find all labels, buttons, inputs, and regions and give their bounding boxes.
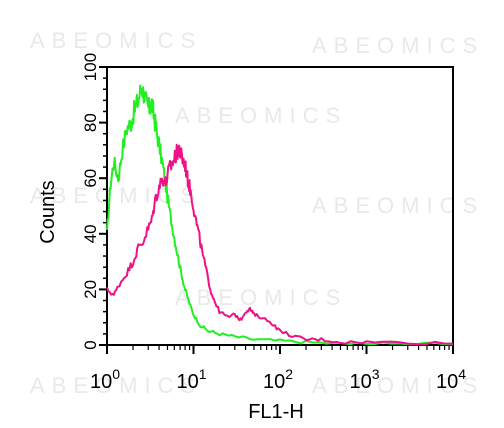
watermark: ABEOMICS <box>312 33 484 58</box>
x-tick-label: 100 <box>90 366 120 393</box>
y-tick-label: 100 <box>81 53 100 81</box>
watermark: ABEOMICS <box>175 103 347 128</box>
series-layer <box>106 84 454 346</box>
x-tick-label: 103 <box>349 366 379 393</box>
x-axis-title: FL1-H <box>248 401 304 423</box>
x-tick-base: 10 <box>90 371 112 393</box>
x-tick-exponent: 0 <box>112 366 120 382</box>
x-tick-label: 104 <box>436 366 466 393</box>
y-axis-ticks: 0 20 40 60 80 100 <box>81 53 107 350</box>
y-tick-label: 0 <box>81 340 100 349</box>
x-tick-exponent: 4 <box>458 366 466 382</box>
watermark: ABEOMICS <box>175 285 347 310</box>
x-tick-base: 10 <box>176 371 198 393</box>
x-tick-base: 10 <box>349 371 371 393</box>
x-tick-base: 10 <box>263 371 285 393</box>
y-tick-label: 60 <box>81 169 100 188</box>
watermark: ABEOMICS <box>30 373 202 398</box>
y-tick-label: 40 <box>81 224 100 243</box>
y-axis-title: Counts <box>37 180 59 243</box>
x-tick-label: 102 <box>263 366 293 393</box>
y-tick-label: 20 <box>81 280 100 299</box>
x-axis-ticks: 100 101 102 103 104 <box>90 345 466 393</box>
x-tick-exponent: 1 <box>199 366 207 382</box>
series-line-0 <box>106 84 454 346</box>
x-tick-exponent: 3 <box>372 366 380 382</box>
x-tick-exponent: 2 <box>285 366 293 382</box>
x-tick-base: 10 <box>436 371 458 393</box>
watermark: ABEOMICS <box>312 193 484 218</box>
watermark: ABEOMICS <box>30 28 202 53</box>
series-line-1 <box>106 143 454 346</box>
x-tick-label: 101 <box>176 366 206 393</box>
watermark: ABEOMICS <box>312 373 484 398</box>
y-tick-label: 80 <box>81 113 100 132</box>
